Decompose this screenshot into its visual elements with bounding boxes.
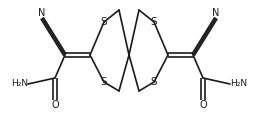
Text: O: O <box>51 100 59 110</box>
Text: S: S <box>101 17 107 27</box>
Text: S: S <box>101 77 107 87</box>
Text: S: S <box>151 77 157 87</box>
Text: S: S <box>151 17 157 27</box>
Text: N: N <box>38 8 46 18</box>
Text: O: O <box>199 100 207 110</box>
Text: H₂N: H₂N <box>11 79 28 89</box>
Text: N: N <box>212 8 220 18</box>
Text: H₂N: H₂N <box>230 79 247 89</box>
